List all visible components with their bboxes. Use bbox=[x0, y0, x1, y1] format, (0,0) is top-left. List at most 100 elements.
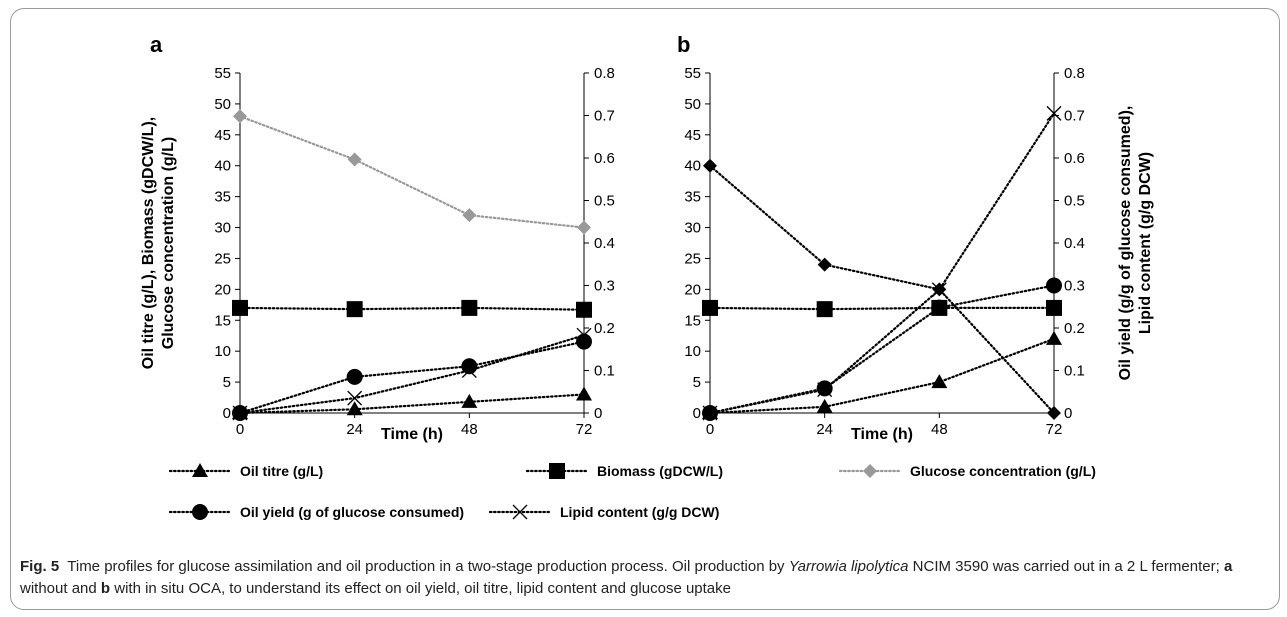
data-point bbox=[702, 299, 718, 316]
legend-item: Lipid content (g/g DCW) bbox=[488, 504, 719, 520]
y-tick-label-right: 0 bbox=[1064, 405, 1072, 422]
series-x bbox=[702, 105, 1062, 421]
y-tick-label-right: 0.7 bbox=[594, 108, 615, 125]
legend-marker bbox=[192, 504, 208, 520]
series-square bbox=[702, 299, 1062, 318]
x-tick-label: 24 bbox=[346, 421, 363, 438]
data-point bbox=[931, 374, 948, 389]
series-square bbox=[232, 299, 592, 318]
x-marker-stroke bbox=[702, 405, 718, 421]
y-tick-label-right: 0.8 bbox=[594, 65, 615, 82]
x-marker-stroke bbox=[461, 363, 477, 378]
y-tick-label-left: 30 bbox=[684, 220, 701, 237]
y-tick-label-right: 0.1 bbox=[594, 363, 615, 380]
x-tick-label: 48 bbox=[461, 421, 478, 438]
data-point bbox=[232, 299, 248, 316]
y-tick-label-left: 45 bbox=[684, 127, 701, 144]
x-tick-label: 72 bbox=[576, 421, 593, 438]
data-point bbox=[576, 327, 592, 343]
x-marker-stroke bbox=[817, 382, 833, 398]
data-point bbox=[347, 390, 363, 406]
series-line bbox=[238, 340, 586, 415]
y-tick-label-left: 40 bbox=[684, 158, 701, 175]
data-point bbox=[931, 299, 948, 316]
data-point bbox=[461, 299, 478, 316]
legend-label: Biomass (gDCW/L) bbox=[597, 463, 723, 479]
y-tick-label-right: 0.6 bbox=[1064, 150, 1085, 167]
x-tick-label: 72 bbox=[1046, 421, 1063, 438]
y-tick-label-right: 0.5 bbox=[1064, 193, 1085, 210]
y-tick-label-left: 20 bbox=[214, 281, 231, 298]
y-tick-label-left: 0 bbox=[223, 405, 231, 422]
x-tick-label: 0 bbox=[236, 421, 244, 438]
y-tick-label-left: 50 bbox=[684, 96, 701, 113]
chart-panel-b: b 0 5 10 15 20 25 30 35 40 45 50 55 0 0.1 0.2 0.3 0.4 0.5 0… bbox=[677, 32, 1154, 443]
caption-panel-a: a bbox=[1223, 558, 1233, 575]
legend-marker bbox=[863, 464, 877, 478]
y-tick-label-left: 25 bbox=[214, 250, 231, 267]
data-point bbox=[576, 386, 592, 401]
series-line bbox=[238, 393, 586, 415]
x-marker-stroke bbox=[931, 282, 947, 298]
y-title-line: Lipid content (g/g DCW) bbox=[1137, 152, 1154, 334]
legend-item: Oil yield (g of glucose consumed) bbox=[168, 504, 464, 520]
x-marker-stroke bbox=[576, 327, 592, 343]
y-tick-label-right: 0.8 bbox=[1064, 65, 1085, 82]
x-axis-title: Time (h) bbox=[381, 426, 443, 443]
series-line bbox=[238, 334, 586, 415]
panel-label: a bbox=[150, 32, 163, 57]
y-tick-label-left: 35 bbox=[684, 189, 701, 206]
series-diamond bbox=[703, 158, 1061, 420]
x-tick-label: 48 bbox=[931, 421, 948, 438]
legend-item: Glucose concentration (g/L) bbox=[838, 463, 1096, 479]
y-title-line: Oil yield (g/g of glucose consumed), bbox=[1117, 106, 1134, 381]
x-marker-stroke bbox=[347, 390, 363, 406]
y-tick-label-left: 25 bbox=[684, 250, 701, 267]
series-line bbox=[238, 115, 586, 229]
data-point bbox=[1046, 330, 1062, 345]
y-tick-label-left: 20 bbox=[684, 281, 701, 298]
data-point bbox=[931, 282, 947, 298]
data-point bbox=[703, 158, 717, 173]
data-point bbox=[816, 380, 833, 397]
legend-label: Oil titre (g/L) bbox=[240, 463, 323, 479]
y-tick-label-left: 10 bbox=[684, 343, 701, 360]
y-tick-label-right: 0.1 bbox=[1064, 363, 1085, 380]
caption-text-3: without and bbox=[20, 580, 97, 597]
y-tick-label-left: 50 bbox=[214, 96, 231, 113]
series-line bbox=[238, 306, 586, 311]
data-point bbox=[816, 301, 833, 318]
series-line bbox=[708, 306, 1056, 311]
data-point bbox=[461, 363, 477, 378]
chart-legend: Oil titre (g/L) Biomass (gDCW/L) Glucose c… bbox=[168, 463, 1096, 520]
caption-text-2: NCIM 3590 was carried out in a 2 L ferme… bbox=[912, 558, 1220, 575]
data-point bbox=[576, 301, 592, 318]
legend-label: Glucose concentration (g/L) bbox=[910, 463, 1096, 479]
data-point bbox=[1046, 299, 1062, 316]
data-point bbox=[1047, 406, 1061, 420]
x-tick-label: 24 bbox=[816, 421, 833, 438]
chart-panel-a: a 0 5 10 15 20 25 30 35 40 45 50 55 0 0.1 0.2 0.3 0.4 0.5 0… bbox=[140, 32, 615, 443]
series-triangle bbox=[232, 386, 592, 419]
series-line bbox=[708, 164, 1056, 415]
y-tick-label-right: 0.3 bbox=[1064, 278, 1085, 295]
y-tick-label-left: 5 bbox=[223, 374, 231, 391]
y-title-line: Oil titre (g/L), Biomass (gDCW/L), bbox=[140, 117, 157, 369]
legend-label: Oil yield (g of glucose consumed) bbox=[240, 504, 464, 520]
y-title-line: Glucose concentration (g/L) bbox=[160, 137, 177, 349]
y-tick-label-left: 55 bbox=[684, 65, 701, 82]
series-diamond bbox=[233, 109, 591, 235]
caption-text-4: with in situ OCA, to understand its effe… bbox=[114, 580, 731, 597]
figure-frame bbox=[10, 8, 1280, 610]
data-point bbox=[1046, 277, 1062, 294]
y-tick-label-left: 40 bbox=[214, 158, 231, 175]
data-point bbox=[461, 393, 478, 408]
series-triangle bbox=[702, 330, 1062, 419]
legend-marker bbox=[192, 463, 208, 477]
x-tick-label: 0 bbox=[706, 421, 714, 438]
data-point bbox=[577, 220, 591, 235]
y-tick-label-right: 0.2 bbox=[1064, 320, 1085, 337]
caption-organism: Yarrowia lipolytica bbox=[788, 558, 909, 575]
legend-label: Lipid content (g/g DCW) bbox=[560, 504, 719, 520]
